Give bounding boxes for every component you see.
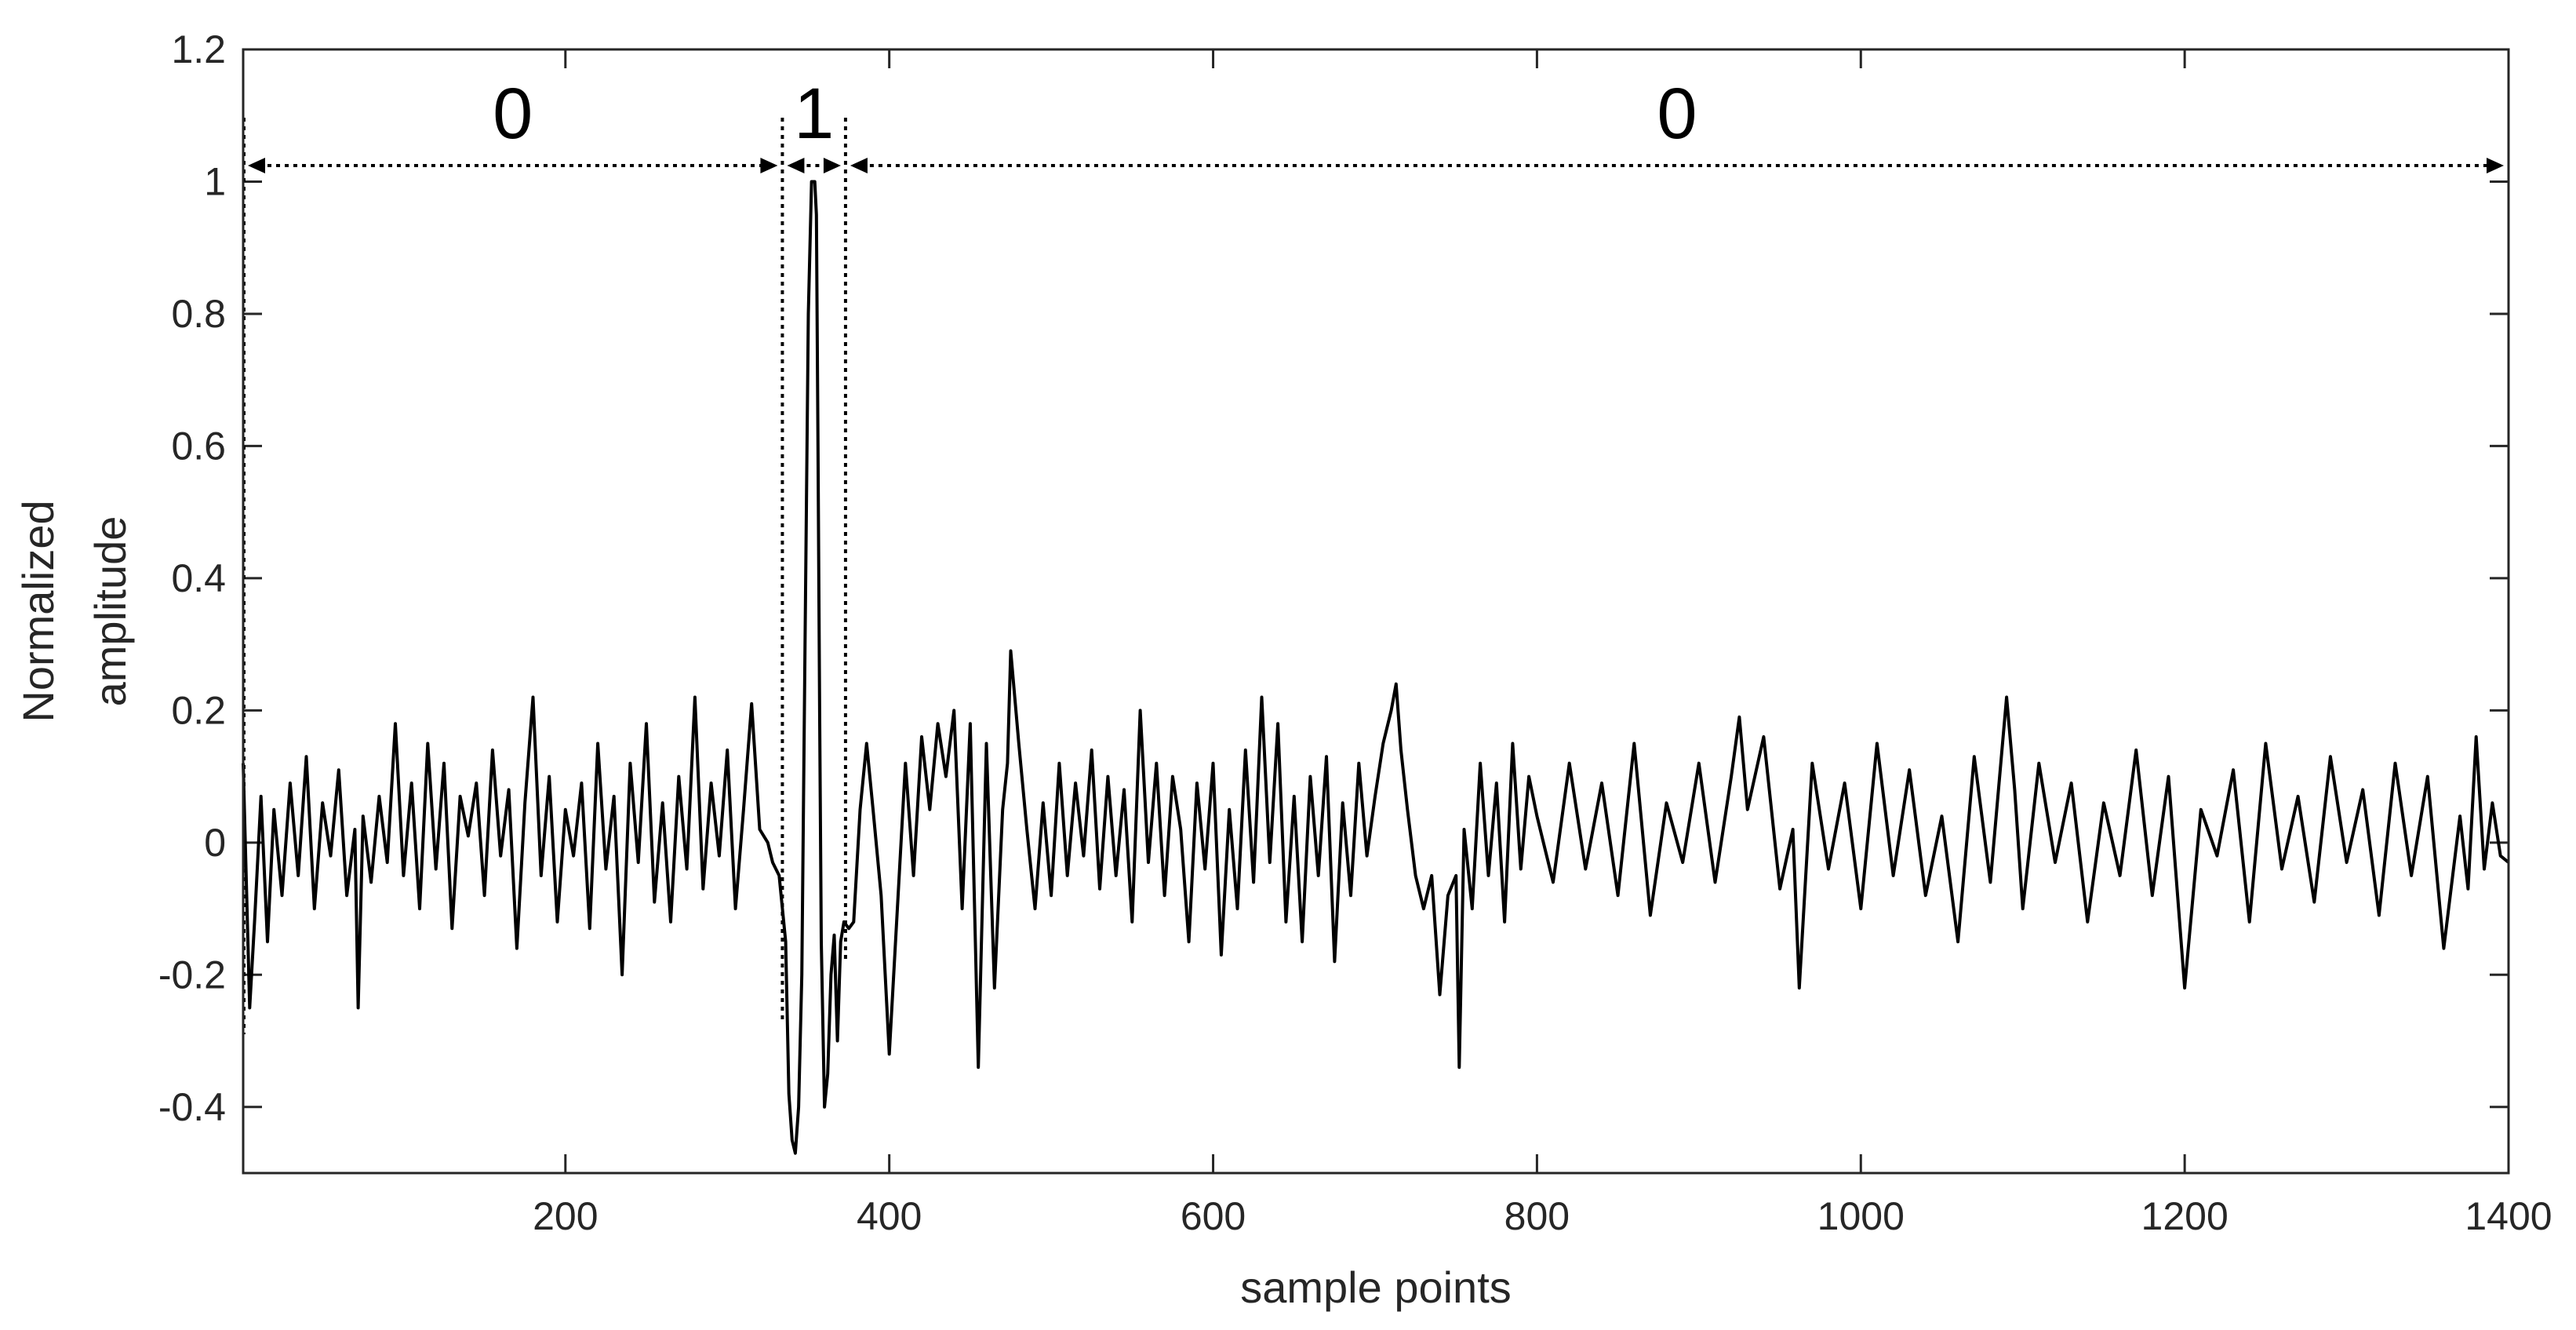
- segment-arrowhead-left: [787, 158, 805, 173]
- y-axis-ticks: -0.4 -0.2 0 0.2 0.4 0.6 0.8 1 1.2: [158, 27, 2509, 1129]
- segment-label: 0: [1657, 74, 1697, 154]
- y-tick-label: 0.6: [171, 424, 226, 468]
- segment-label: 0: [493, 74, 533, 154]
- x-axis-label: sample points: [1240, 1263, 1512, 1312]
- segment-arrowhead-right: [2487, 158, 2504, 173]
- x-axis-ticks: 200 400 600 800 1000 1200 1400: [533, 49, 2552, 1238]
- y-axis-label-line-1: Normalized: [13, 500, 63, 722]
- x-tick-label: 800: [1504, 1194, 1570, 1238]
- y-tick-label: 1.2: [171, 27, 226, 71]
- x-tick-label: 600: [1181, 1194, 1246, 1238]
- y-tick-label: 0.4: [171, 556, 226, 600]
- y-tick-label: 0.2: [171, 688, 226, 732]
- y-axis-label-line-2: amplitude: [86, 516, 135, 707]
- x-tick-label: 1400: [2465, 1194, 2552, 1238]
- plot-area-frame: [242, 48, 2510, 1175]
- y-tick-label: 0.8: [171, 292, 226, 336]
- segment-arrowhead-left: [248, 158, 265, 173]
- segment-arrowhead-left: [850, 158, 868, 173]
- segment-arrowhead-right: [760, 158, 778, 173]
- y-tick-label: -0.2: [158, 953, 226, 997]
- y-tick-label: 1: [204, 159, 226, 203]
- segment-label: 1: [794, 74, 834, 154]
- x-tick-label: 400: [857, 1194, 922, 1238]
- y-tick-label: 0: [204, 821, 226, 865]
- x-tick-label: 200: [533, 1194, 598, 1238]
- segment-arrowhead-right: [823, 158, 841, 173]
- x-tick-label: 1000: [1817, 1194, 1905, 1238]
- plot-background: [243, 49, 2509, 1173]
- signal-line: [242, 180, 2510, 1155]
- y-tick-label: -0.4: [158, 1085, 226, 1129]
- x-tick-label: 1200: [2141, 1194, 2229, 1238]
